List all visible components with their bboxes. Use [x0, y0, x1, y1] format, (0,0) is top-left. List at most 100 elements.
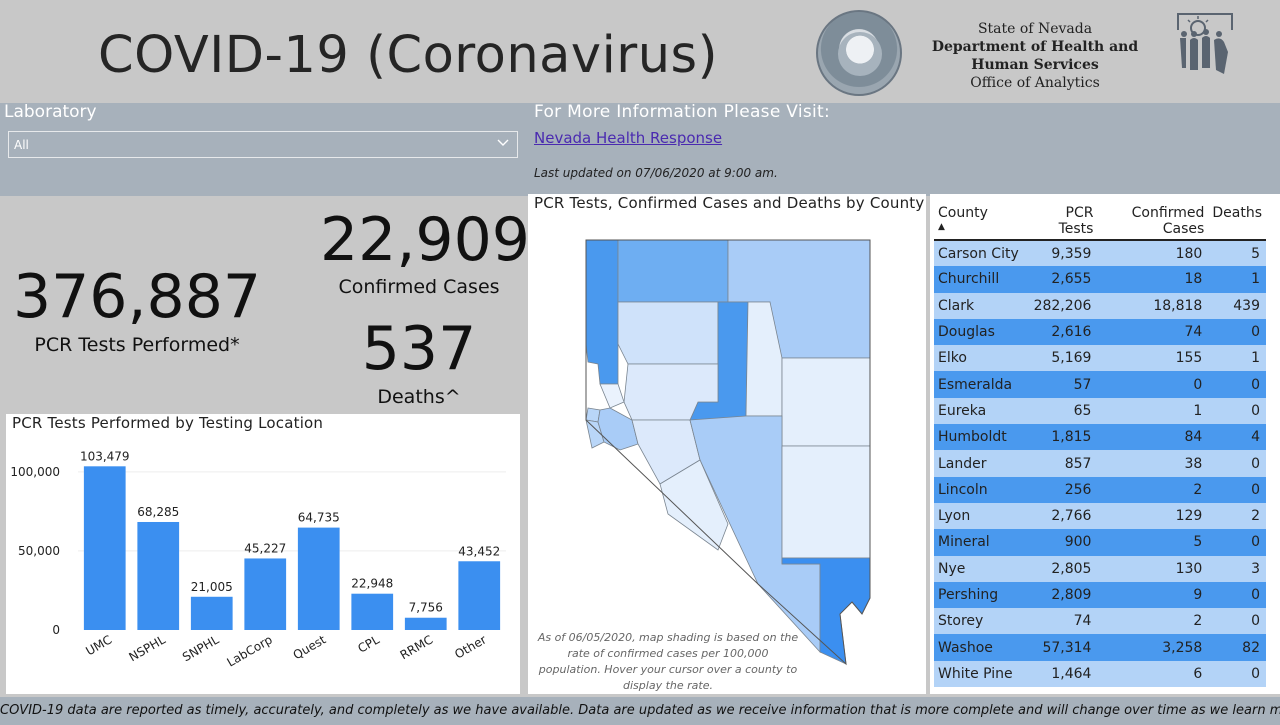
kpi-confirmed-cases: 22,909 Confirmed Cases: [320, 204, 530, 298]
table-row[interactable]: Churchill 2,655 18 1: [934, 266, 1266, 293]
county-table-panel: County ▲ PCR Tests Confirmed Cases Deaths…: [930, 194, 1280, 694]
cell-pcr-tests: 2,616: [1024, 318, 1098, 346]
table-row[interactable]: Nye 2,805 130 3: [934, 555, 1266, 582]
nevada-county-map: [585, 239, 871, 666]
cell-confirmed-cases: 5: [1097, 529, 1209, 556]
y-tick-label: 50,000: [18, 544, 60, 558]
bar-other[interactable]: [458, 561, 501, 630]
table-row[interactable]: Carson City 9,359 180 5: [934, 240, 1266, 267]
footer-disclaimer: COVID-19 data are reported as timely, ac…: [0, 697, 1280, 725]
bar-value-label: 43,452: [458, 544, 500, 558]
cell-deaths: 439: [1208, 292, 1266, 319]
cell-county: Eureka: [934, 397, 1025, 425]
cell-deaths: 0: [1208, 371, 1266, 398]
confirmed-cases-label: Confirmed Cases: [338, 276, 500, 298]
header-pcr-tests[interactable]: PCR Tests: [1024, 200, 1098, 241]
cell-pcr-tests: 857: [1024, 450, 1098, 477]
table-row[interactable]: Mineral 900 5 0: [934, 529, 1266, 556]
cell-pcr-tests: 57,314: [1024, 634, 1098, 661]
cell-county: Lyon: [934, 502, 1025, 530]
county-humboldt[interactable]: [617, 239, 729, 303]
x-category-label: SNPHL: [180, 632, 222, 664]
cell-deaths: 4: [1208, 424, 1266, 451]
table-row[interactable]: Storey 74 2 0: [934, 608, 1266, 635]
table-row[interactable]: Lincoln 256 2 0: [934, 476, 1266, 503]
header-county[interactable]: County ▲: [934, 200, 1025, 241]
cell-deaths: 5: [1208, 240, 1266, 267]
table-row[interactable]: Lander 857 38 0: [934, 450, 1266, 477]
nevada-seal-icon: [816, 10, 902, 96]
county-white-pine[interactable]: [781, 357, 871, 447]
table-row[interactable]: Eureka 65 1 0: [934, 397, 1266, 425]
cell-pcr-tests: 1,815: [1024, 424, 1098, 451]
county-churchill[interactable]: [623, 363, 719, 421]
bar-rrmc[interactable]: [404, 617, 447, 630]
cell-confirmed-cases: 130: [1097, 555, 1209, 582]
table-row[interactable]: Clark 282,206 18,818 439: [934, 292, 1266, 319]
cell-pcr-tests: 1,464: [1024, 660, 1098, 688]
cell-confirmed-cases: 9: [1097, 581, 1209, 609]
nevada-outline: [585, 239, 871, 666]
y-tick-label: 0: [52, 623, 60, 637]
bar-labcorp[interactable]: [244, 558, 287, 630]
cell-deaths: 0: [1208, 660, 1266, 688]
x-category-label: CPL: [355, 632, 382, 655]
cell-deaths: 82: [1208, 634, 1266, 661]
county-carson-city[interactable]: [585, 407, 601, 423]
cell-deaths: 0: [1208, 397, 1266, 425]
kpi-deaths: 537 Deaths^: [320, 314, 518, 408]
table-row[interactable]: Pershing 2,809 9 0: [934, 581, 1266, 609]
cell-county: Washoe: [934, 634, 1025, 661]
county-lincoln[interactable]: [781, 445, 871, 559]
table-row[interactable]: Humboldt 1,815 84 4: [934, 424, 1266, 451]
cell-confirmed-cases: 38: [1097, 450, 1209, 477]
bar-snphl[interactable]: [190, 596, 233, 630]
dhhs-logo-icon: [1177, 13, 1233, 74]
header-confirmed-cases[interactable]: Confirmed Cases: [1097, 200, 1209, 241]
last-updated-text: Last updated on 07/06/2020 at 9:00 am.: [534, 166, 778, 180]
county-pershing[interactable]: [617, 301, 719, 365]
county-esmeralda[interactable]: [659, 459, 729, 551]
cell-pcr-tests: 2,809: [1024, 581, 1098, 609]
table-row[interactable]: White Pine 1,464 6 0: [934, 660, 1266, 688]
cell-confirmed-cases: 6: [1097, 660, 1209, 688]
bar-value-label: 64,735: [298, 511, 340, 525]
table-row[interactable]: Esmeralda 57 0 0: [934, 371, 1266, 398]
bar-quest[interactable]: [297, 527, 340, 630]
county-storey[interactable]: [599, 383, 625, 409]
cell-confirmed-cases: 155: [1097, 345, 1209, 372]
header-deaths[interactable]: Deaths: [1208, 200, 1266, 241]
table-row[interactable]: Douglas 2,616 74 0: [934, 318, 1266, 346]
page-title: COVID-19 (Coronavirus): [98, 26, 719, 85]
cell-county: Lincoln: [934, 476, 1025, 503]
bar-cpl[interactable]: [351, 593, 394, 630]
cell-deaths: 3: [1208, 555, 1266, 582]
cell-deaths: 2: [1208, 502, 1266, 530]
cell-county: Churchill: [934, 266, 1025, 293]
cell-confirmed-cases: 180: [1097, 240, 1209, 267]
bar-chart-title: PCR Tests Performed by Testing Location: [12, 414, 324, 432]
table-row[interactable]: Lyon 2,766 129 2: [934, 502, 1266, 530]
cell-pcr-tests: 65: [1024, 397, 1098, 425]
county-table: County ▲ PCR Tests Confirmed Cases Deaths…: [934, 200, 1266, 688]
cell-confirmed-cases: 18,818: [1097, 292, 1209, 319]
cell-county: Esmeralda: [934, 371, 1025, 398]
table-row[interactable]: Elko 5,169 155 1: [934, 345, 1266, 372]
cell-county: Pershing: [934, 581, 1025, 609]
table-row[interactable]: Washoe 57,314 3,258 82: [934, 634, 1266, 661]
bar-value-label: 68,285: [137, 505, 179, 519]
cell-deaths: 0: [1208, 450, 1266, 477]
cell-pcr-tests: 256: [1024, 476, 1098, 503]
bar-value-label: 22,948: [351, 577, 393, 591]
bar-umc[interactable]: [83, 466, 126, 630]
county-washoe[interactable]: [585, 239, 619, 385]
pcr-tests-value: 376,887: [12, 262, 262, 332]
laboratory-dropdown[interactable]: All: [8, 131, 518, 158]
cell-deaths: 0: [1208, 529, 1266, 556]
bar-nsphl[interactable]: [137, 521, 180, 630]
cell-pcr-tests: 57: [1024, 371, 1098, 398]
cell-pcr-tests: 5,169: [1024, 345, 1098, 372]
nevada-health-response-link[interactable]: Nevada Health Response: [534, 129, 723, 147]
x-category-label: Quest: [291, 632, 329, 662]
y-tick-label: 100,000: [10, 465, 60, 479]
